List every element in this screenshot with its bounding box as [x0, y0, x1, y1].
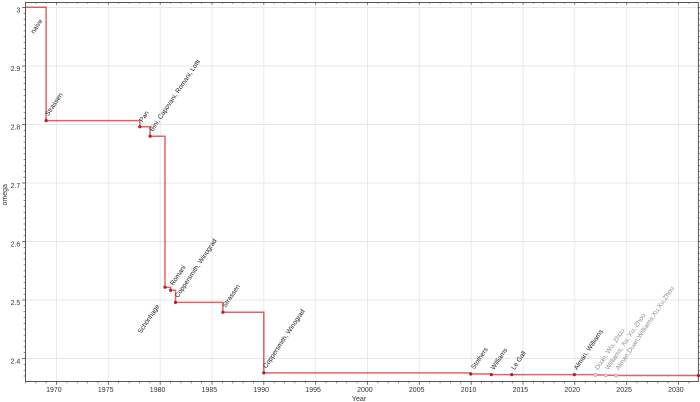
svg-text:Year: Year [352, 396, 367, 402]
svg-text:1975: 1975 [98, 387, 114, 394]
svg-text:1980: 1980 [150, 387, 166, 394]
svg-text:1995: 1995 [305, 387, 321, 394]
svg-text:omega: omega [2, 184, 9, 206]
svg-text:2.7: 2.7 [11, 183, 21, 190]
svg-text:2000: 2000 [357, 387, 373, 394]
svg-text:2025: 2025 [616, 387, 632, 394]
svg-text:2015: 2015 [513, 387, 529, 394]
svg-text:2030: 2030 [668, 387, 684, 394]
svg-text:3: 3 [16, 7, 20, 14]
svg-text:2.6: 2.6 [11, 241, 21, 248]
svg-text:2.9: 2.9 [11, 66, 21, 73]
svg-text:2.5: 2.5 [11, 300, 21, 307]
svg-text:2.8: 2.8 [11, 124, 21, 131]
svg-text:2005: 2005 [409, 387, 425, 394]
svg-text:1970: 1970 [46, 387, 62, 394]
svg-text:2010: 2010 [461, 387, 477, 394]
svg-text:1990: 1990 [253, 387, 269, 394]
svg-text:2020: 2020 [564, 387, 580, 394]
svg-text:2.4: 2.4 [11, 358, 21, 365]
svg-text:1985: 1985 [202, 387, 218, 394]
